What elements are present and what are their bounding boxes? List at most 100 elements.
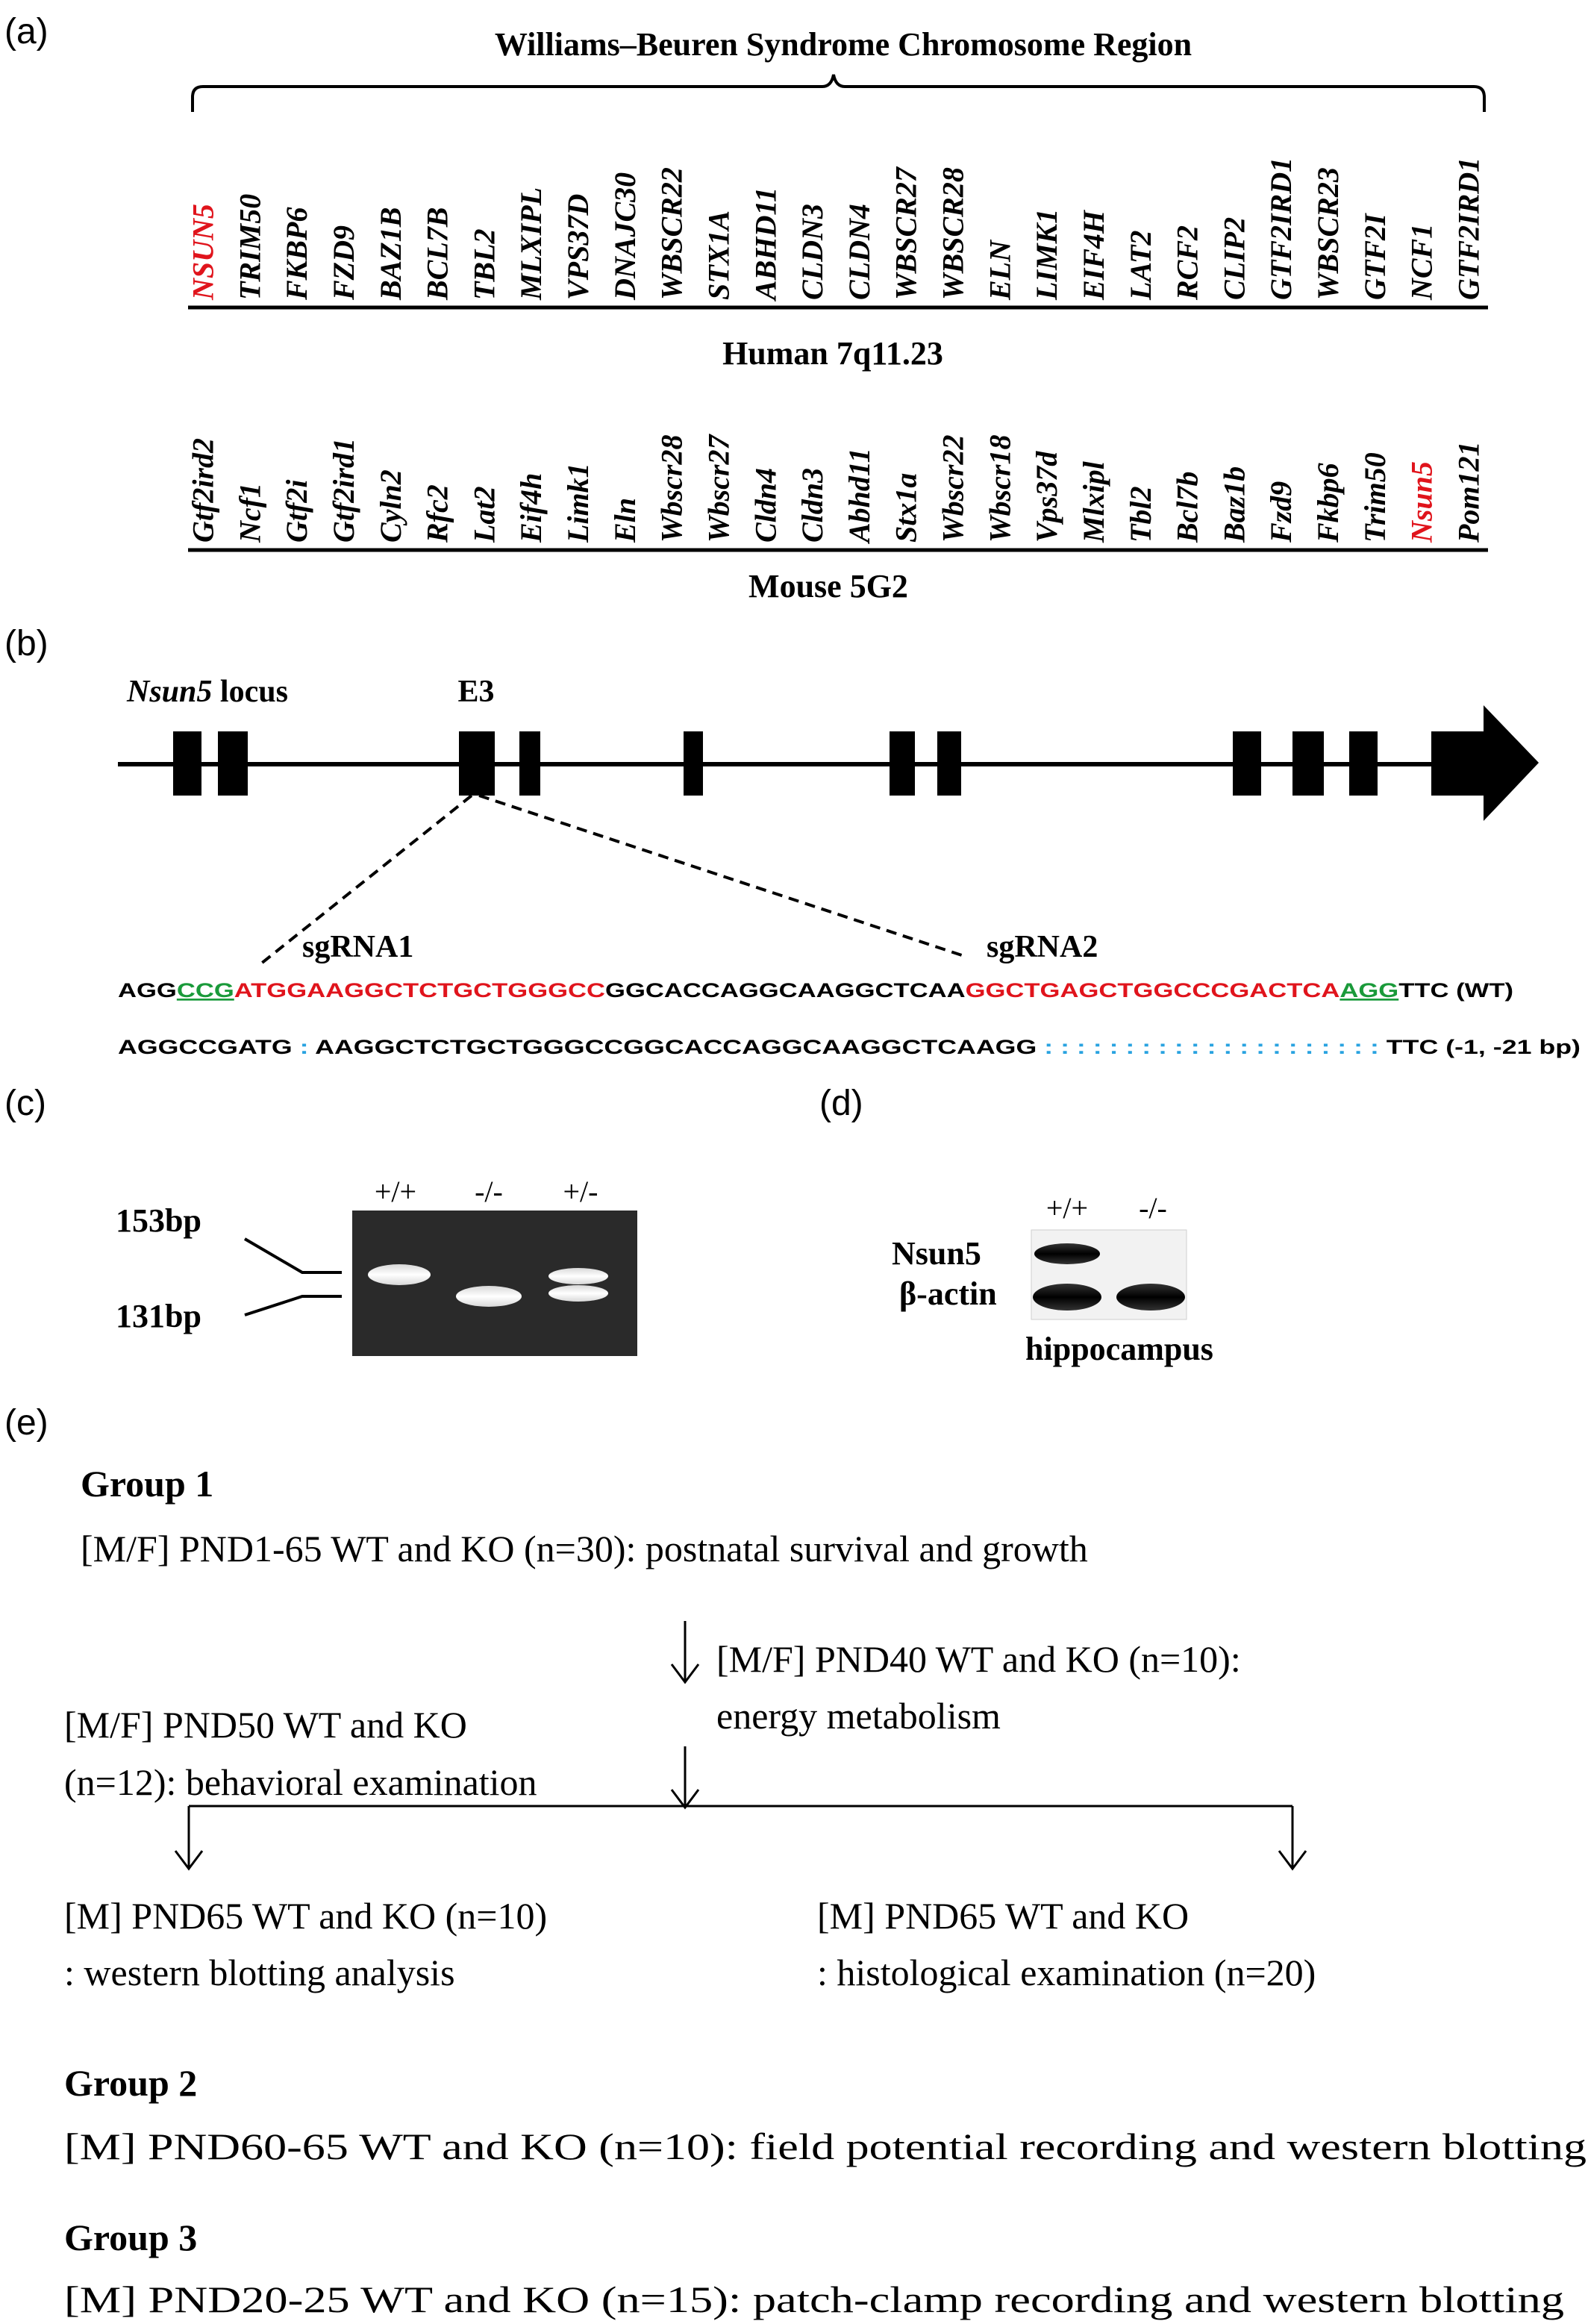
gene-label: WBSCR27 bbox=[890, 166, 923, 300]
gene-label: Bcl7b bbox=[1171, 471, 1204, 543]
gene-label: DNAJC30 bbox=[608, 172, 642, 301]
gene-label: Eln bbox=[608, 498, 642, 543]
mouse-gene-list: Gtf2ird2 Ncf1 Gtf2i Gtf2ird1 Cyln2 Rfc2 Lat2 Ei… bbox=[187, 434, 1486, 545]
group1-histology-line2: : histological examination (n=20) bbox=[817, 1952, 1316, 1993]
zoom-line-left bbox=[256, 794, 473, 968]
gel-band-153 bbox=[548, 1268, 608, 1284]
mutant-sequence: AGGCCGATG : AAGGCTCTGCTGGGCCGGCACCAGGCAA… bbox=[118, 1036, 1581, 1058]
gene-label: Abhd11 bbox=[843, 448, 876, 545]
wb-row-nsun5: Nsun5 bbox=[892, 1235, 981, 1272]
gene-label: ABHD11 bbox=[748, 187, 782, 302]
sequence-segment: (WT) bbox=[1449, 979, 1513, 1002]
wt-sequence: AGG CCG ATGGAAGGCTCTGCTGGGCC GGCACCAGGCAAGG… bbox=[118, 979, 1513, 1002]
gene-label: Gtf2ird2 bbox=[187, 438, 220, 543]
gene-direction-arrow bbox=[1431, 705, 1539, 821]
gene-label: CLDN4 bbox=[843, 204, 876, 300]
gene-label: WBSCR22 bbox=[655, 167, 689, 300]
gene-label: CLIP2 bbox=[1217, 217, 1251, 300]
sequence-segment: : bbox=[293, 1036, 315, 1058]
gene-label: Cyln2 bbox=[374, 469, 407, 543]
group1-histology-line1: [M] PND65 WT and KO bbox=[817, 1895, 1189, 1937]
wb-band-nsun5 bbox=[1034, 1243, 1100, 1264]
group2-line: [M] PND60-65 WT and KO (n=10): field pot… bbox=[64, 2125, 1587, 2167]
gene-label: Fzd9 bbox=[1264, 481, 1298, 543]
gene-label: Mlxipl bbox=[1077, 460, 1110, 543]
gene-label: GTF2IRD1 bbox=[1264, 157, 1298, 300]
exon bbox=[173, 731, 201, 796]
gene-label: FKBP6 bbox=[280, 207, 313, 301]
sequence-segment: AGG bbox=[1340, 979, 1398, 1002]
exon bbox=[937, 731, 961, 796]
exon bbox=[1349, 731, 1378, 796]
gene-label: WBSCR23 bbox=[1311, 167, 1345, 300]
exon bbox=[890, 731, 915, 796]
group2-title: Group 2 bbox=[64, 2062, 197, 2104]
group3-title: Group 3 bbox=[64, 2217, 197, 2258]
group1-behavior-line1: [M/F] PND50 WT and KO bbox=[64, 1704, 467, 1746]
gene-label: CLDN3 bbox=[795, 204, 829, 300]
gene-label: LIMK1 bbox=[1030, 209, 1063, 301]
wb-row-actin: β-actin bbox=[899, 1275, 997, 1312]
size-marker-131: 131bp bbox=[116, 1298, 201, 1334]
gene-label: TBL2 bbox=[467, 228, 501, 300]
panel-label-c: (c) bbox=[4, 1084, 46, 1123]
exon bbox=[1233, 731, 1261, 796]
gene-label: Limk1 bbox=[561, 463, 595, 543]
wb-lane-label: +/+ bbox=[1046, 1191, 1088, 1225]
panel-label-a: (a) bbox=[4, 12, 49, 51]
gene-label: Tbl2 bbox=[1124, 486, 1157, 543]
flow-arrowhead bbox=[670, 1789, 700, 1810]
gene-label: TRIM50 bbox=[233, 194, 266, 300]
gene-label: GTF2IRD1 bbox=[1452, 157, 1486, 300]
sequence-segment: ATGGAAGGCTCTGCTGGGCC bbox=[234, 979, 605, 1002]
locus-label: Nsun5 locus bbox=[126, 675, 288, 709]
exon bbox=[1292, 731, 1324, 796]
gene-label: Rfc2 bbox=[421, 484, 454, 543]
gene-label: Eif4h bbox=[514, 473, 548, 543]
gene-label: BCL7B bbox=[421, 207, 454, 301]
flow-arrowhead bbox=[670, 1664, 700, 1684]
gene-label: GTF2I bbox=[1358, 213, 1392, 300]
sgrna2-label: sgRNA2 bbox=[987, 930, 1098, 964]
group1-energy-line2: energy metabolism bbox=[716, 1695, 1001, 1737]
zoom-line-right bbox=[478, 794, 967, 958]
gene-label: VPS37D bbox=[561, 194, 595, 300]
sequence-segment: CCG bbox=[177, 979, 234, 1002]
gene-label: Trim50 bbox=[1358, 452, 1392, 543]
gene-label: Cldn4 bbox=[748, 468, 782, 543]
gene-label: Stx1a bbox=[890, 473, 923, 543]
sequence-segment: : : : : : : : : : : : : : : : : : : : : … bbox=[1037, 1036, 1387, 1058]
exon3-label: E3 bbox=[457, 675, 494, 709]
group1-energy-line1: [M/F] PND40 WT and KO (n=10): bbox=[716, 1638, 1241, 1680]
gene-label: Ncf1 bbox=[233, 483, 266, 543]
gene-label: WBSCR28 bbox=[937, 167, 970, 300]
sequence-segment: AGG bbox=[118, 979, 177, 1002]
exon bbox=[684, 731, 703, 796]
gene-label: NCF1 bbox=[1405, 224, 1439, 301]
group1-title: Group 1 bbox=[81, 1463, 213, 1505]
gene-label: Wbscr28 bbox=[655, 435, 689, 543]
gene-label: NSUN5 bbox=[187, 204, 220, 301]
gene-label: FZD9 bbox=[327, 225, 360, 301]
group1-behavior-line2: (n=12): behavioral examination bbox=[64, 1761, 537, 1803]
gene-label: Cldn3 bbox=[795, 468, 829, 543]
human-label: Human 7q11.23 bbox=[722, 335, 943, 372]
gene-label: Wbscr22 bbox=[937, 435, 970, 543]
gene-label: Wbscr18 bbox=[983, 435, 1016, 543]
gene-label: Vps37d bbox=[1030, 451, 1063, 543]
group1-western-line2: : western blotting analysis bbox=[64, 1952, 455, 1993]
gene-label: Baz1b bbox=[1217, 466, 1251, 543]
gene-label: RCF2 bbox=[1171, 225, 1204, 301]
sgrna1-label: sgRNA1 bbox=[302, 930, 413, 964]
region-brace bbox=[191, 74, 1486, 112]
sequence-segment: TTC (-1, -21 bp) bbox=[1387, 1036, 1581, 1058]
sequence-segment: AAGGCTCTGCTGGGCCGGCACCAGGCAAGGCTCAAGG bbox=[315, 1036, 1037, 1058]
gene-label: Fkbp6 bbox=[1311, 463, 1345, 543]
panel-label-e: (e) bbox=[4, 1403, 49, 1443]
flow-arrowhead bbox=[1278, 1850, 1307, 1871]
sequence-segment: TTC bbox=[1398, 979, 1448, 1002]
region-title: Williams–Beuren Syndrome Chromosome Regi… bbox=[495, 26, 1192, 63]
human-gene-list: NSUN5 TRIM50 FKBP6 FZD9 BAZ1B BCL7B TBL2 MLXIPL… bbox=[187, 157, 1486, 302]
panel-label-b: (b) bbox=[4, 624, 49, 663]
